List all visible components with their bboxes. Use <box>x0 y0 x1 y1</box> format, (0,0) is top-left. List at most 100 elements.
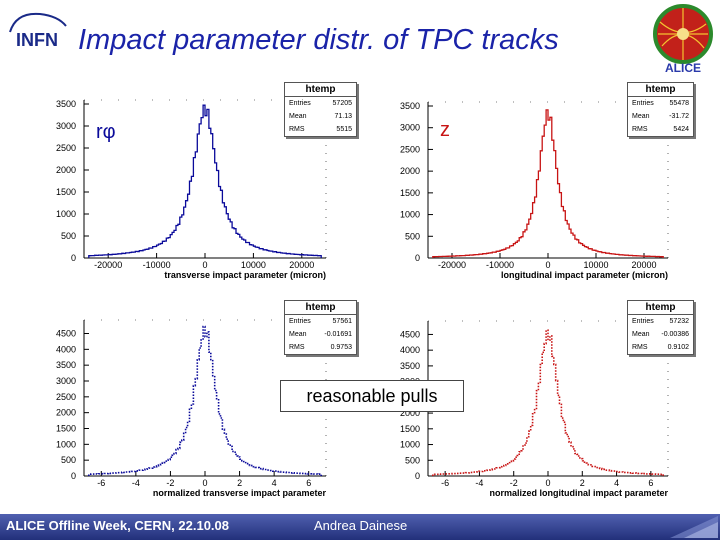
page-title: Impact parameter distr. of TPC tracks <box>78 24 559 56</box>
infn-logo: INFN <box>9 12 67 50</box>
y-tick-label: 2500 <box>56 143 76 153</box>
x-tick-label: 20000 <box>289 260 314 270</box>
x-tick-label: -20000 <box>438 260 466 270</box>
infn-logo-text: INFN <box>16 30 58 50</box>
x-tick-label: 0 <box>202 260 207 270</box>
variable-label: rφ <box>96 121 116 143</box>
histogram-series <box>88 325 322 476</box>
y-tick-label: 1000 <box>400 440 420 450</box>
callout-box: reasonable pulls <box>280 380 464 412</box>
y-tick-label: 1500 <box>56 424 76 434</box>
x-tick-label: -10000 <box>143 260 171 270</box>
y-tick-label: 500 <box>405 455 420 465</box>
stats-rms: 0.9102 <box>667 344 689 351</box>
y-tick-label: 4500 <box>400 329 420 339</box>
x-axis-label: transverse impact parameter (micron) <box>164 270 326 280</box>
y-tick-label: 3000 <box>56 121 76 131</box>
stats-title: htemp <box>628 301 693 315</box>
x-tick-label: 2 <box>580 478 585 488</box>
y-tick-label: 3500 <box>400 361 420 371</box>
variable-label: z <box>440 119 450 141</box>
histogram-series <box>432 329 664 476</box>
y-tick-label: 2000 <box>400 408 420 418</box>
y-tick-label: 4500 <box>56 329 76 339</box>
y-tick-label: 500 <box>405 231 420 241</box>
x-tick-label: 6 <box>306 478 311 488</box>
y-tick-label: 1000 <box>400 210 420 220</box>
x-tick-label: 2 <box>237 478 242 488</box>
x-axis-label: normalized transverse impact parameter <box>153 488 327 498</box>
alice-logo-core <box>677 28 689 40</box>
y-tick-label: 0 <box>415 471 420 481</box>
x-tick-label: 4 <box>272 478 277 488</box>
x-tick-label: 20000 <box>631 260 656 270</box>
y-tick-label: 500 <box>61 455 76 465</box>
histogram-series <box>432 109 664 258</box>
stats-mean: -0.01691 <box>324 331 352 338</box>
x-tick-label: 0 <box>545 478 550 488</box>
y-tick-label: 4000 <box>56 344 76 354</box>
stats-mean: -0.00386 <box>661 331 689 338</box>
x-tick-label: -6 <box>441 478 449 488</box>
footer-event: ALICE Offline Week, CERN, 22.10.08 <box>6 518 229 533</box>
chart-2: 0 500 1000 1500 2000 2500 3000 3500 -20000 -10000… <box>400 101 669 280</box>
stats-rms: 5424 <box>673 126 689 133</box>
y-tick-label: 1000 <box>56 209 76 219</box>
alice-logo: ALICE <box>653 4 713 74</box>
x-tick-label: -4 <box>132 478 140 488</box>
x-tick-label: 0 <box>202 478 207 488</box>
x-tick-label: 10000 <box>241 260 266 270</box>
y-tick-label: 4000 <box>400 345 420 355</box>
stats-mean: -31.72 <box>669 113 689 120</box>
stats-box-4: htemp Entries 57232 Mean -0.00386 RMS 0.910… <box>627 300 694 355</box>
x-tick-label: 0 <box>545 260 550 270</box>
y-tick-label: 1500 <box>56 187 76 197</box>
y-tick-label: 3000 <box>56 376 76 386</box>
stats-entries: 57232 <box>669 318 689 325</box>
chart-1: 0 500 1000 1500 2000 2500 3000 3500 -20000 -10000… <box>56 99 327 280</box>
y-tick-label: 2000 <box>56 408 76 418</box>
footer-decoration <box>670 516 718 538</box>
x-tick-label: -2 <box>166 478 174 488</box>
y-tick-label: 500 <box>61 231 76 241</box>
x-tick-label: -2 <box>510 478 518 488</box>
stats-title: htemp <box>628 83 693 97</box>
x-axis-label: longitudinal impact parameter (micron) <box>501 270 668 280</box>
y-tick-label: 0 <box>71 471 76 481</box>
stats-title: htemp <box>285 83 356 97</box>
stats-entries: 57561 <box>332 318 352 325</box>
stats-box-2: htemp Entries 55478 Mean -31.72 RMS 5424 <box>627 82 694 137</box>
histogram-series <box>88 104 322 258</box>
y-tick-label: 0 <box>71 253 76 263</box>
y-tick-label: 2500 <box>400 144 420 154</box>
stats-box-1: htemp Entries 57205 Mean 71.13 RMS 5515 <box>284 82 357 137</box>
y-tick-label: 3000 <box>400 123 420 133</box>
y-tick-label: 1500 <box>400 188 420 198</box>
stats-rms: 0.9753 <box>330 344 352 351</box>
y-tick-label: 1000 <box>56 439 76 449</box>
y-tick-label: 0 <box>415 253 420 263</box>
y-tick-label: 2000 <box>400 166 420 176</box>
x-tick-label: 4 <box>614 478 619 488</box>
stats-entries: 55478 <box>669 100 689 107</box>
stats-title: htemp <box>285 301 356 315</box>
footer-author: Andrea Dainese <box>314 518 408 533</box>
stats-box-3: htemp Entries 57561 Mean -0.01691 RMS 0.975… <box>284 300 357 355</box>
x-tick-label: -20000 <box>94 260 122 270</box>
y-tick-label: 3500 <box>400 101 420 111</box>
y-tick-label: 1500 <box>400 424 420 434</box>
y-tick-label: 3500 <box>56 360 76 370</box>
y-tick-label: 3500 <box>56 99 76 109</box>
x-tick-label: 10000 <box>583 260 608 270</box>
stats-rms: 5515 <box>336 126 352 133</box>
y-tick-label: 2000 <box>56 165 76 175</box>
footer-bar: ALICE Offline Week, CERN, 22.10.08 Andre… <box>0 514 720 540</box>
x-tick-label: -10000 <box>486 260 514 270</box>
stats-entries: 57205 <box>332 100 352 107</box>
stats-mean: 71.13 <box>334 113 352 120</box>
alice-logo-text: ALICE <box>665 61 701 74</box>
infn-logo-swoosh <box>9 12 67 33</box>
x-tick-label: -6 <box>97 478 105 488</box>
x-tick-label: -4 <box>475 478 483 488</box>
